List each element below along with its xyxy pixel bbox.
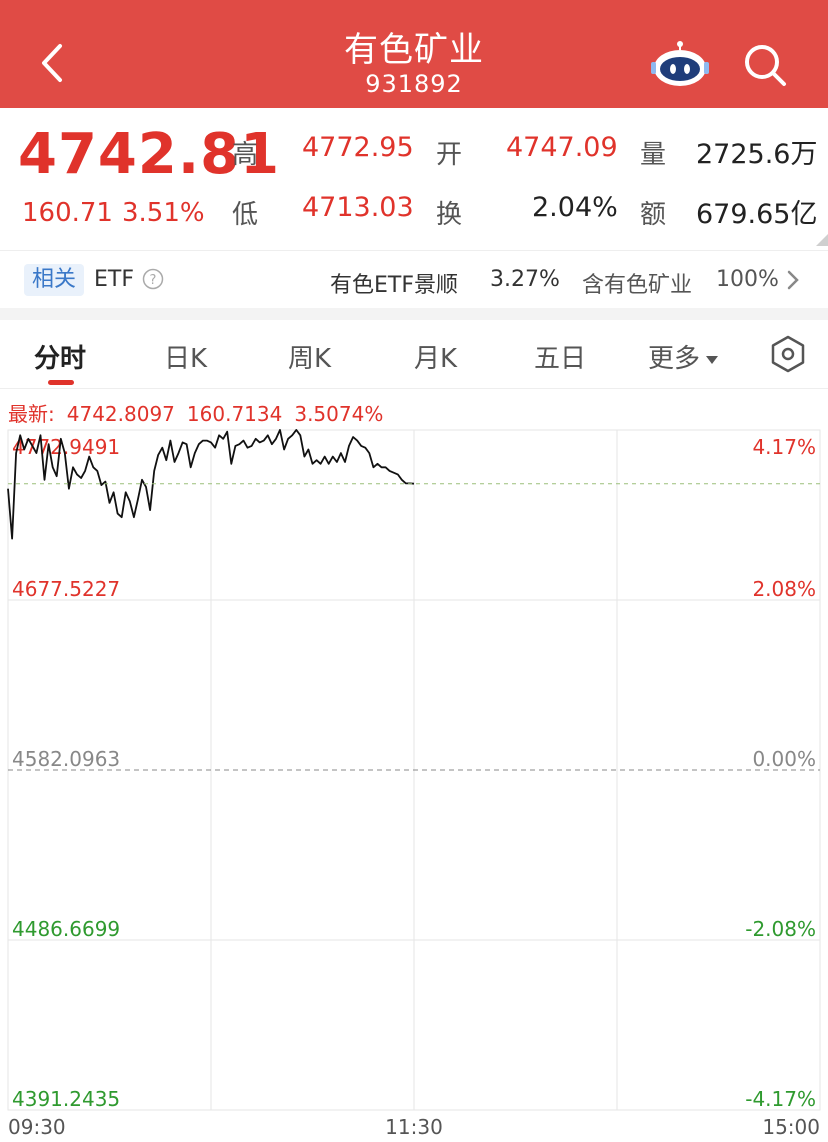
holding-pct: 100% — [716, 267, 779, 292]
section-divider — [0, 308, 828, 320]
y-axis-label: 4582.0963 — [12, 747, 120, 771]
tab-more-label: 更多 — [648, 344, 701, 374]
volume-label: 量 — [640, 140, 667, 170]
header-bar: 有色矿业 931892 — [0, 0, 828, 108]
price-series-line — [7, 428, 415, 540]
price-change: 160.71 — [22, 198, 113, 228]
quote-panel: 4742.81 160.71 3.51% 高 4772.95 开 4747.09… — [0, 108, 828, 250]
open-label: 开 — [436, 140, 463, 170]
price-change-pct: 3.51% — [122, 198, 205, 228]
related-etf-row[interactable]: 相关 ETF 有色ETF景顺 3.27% 含有色矿业 100% — [0, 250, 828, 309]
low-value: 4713.03 — [302, 192, 414, 223]
tab-five-day[interactable]: 五日 — [534, 344, 587, 374]
question-circle-icon[interactable]: ? — [142, 268, 164, 290]
current-price: 4742.81 — [18, 122, 281, 187]
latest-change: 160.7134 — [186, 402, 283, 426]
expand-corner-icon[interactable] — [816, 234, 828, 246]
amount-label: 额 — [640, 200, 667, 230]
tab-monthly-k[interactable]: 月K — [414, 344, 458, 374]
x-axis-label: 09:30 — [8, 1115, 66, 1139]
turnover-label: 换 — [436, 200, 463, 230]
search-icon[interactable] — [740, 40, 790, 90]
latest-pct: 3.5074% — [294, 402, 384, 426]
page-title: 有色矿业 — [344, 30, 484, 70]
open-value: 4747.09 — [506, 132, 618, 163]
tab-weekly-k[interactable]: 周K — [288, 344, 332, 374]
high-value: 4772.95 — [302, 132, 414, 163]
etf-label: ETF — [94, 267, 134, 292]
stock-code: 931892 — [365, 70, 463, 98]
y-axis-label: 4677.5227 — [12, 577, 120, 601]
robot-icon[interactable] — [650, 40, 710, 90]
tab-daily-k[interactable]: 日K — [164, 344, 208, 374]
y-axis-label: 4391.2435 — [12, 1087, 120, 1111]
y-axis-label: 4772.9491 — [12, 435, 120, 459]
hexagon-settings-icon[interactable] — [768, 334, 808, 374]
fund-pct: 3.27% — [490, 267, 560, 292]
related-tag: 相关 — [24, 264, 84, 296]
svg-text:?: ? — [150, 273, 157, 288]
high-label: 高 — [232, 140, 259, 170]
y-axis-pct-label: -4.17% — [745, 1087, 816, 1111]
chevron-right-icon[interactable] — [786, 269, 800, 291]
y-axis-label: 4486.6699 — [12, 917, 120, 941]
holding-label: 含有色矿业 — [582, 273, 693, 298]
y-axis-pct-label: 2.08% — [752, 577, 816, 601]
x-axis-label: 11:30 — [385, 1115, 443, 1139]
volume-value: 2725.6万 — [696, 139, 818, 170]
latest-label: 最新: — [8, 402, 55, 426]
fund-name[interactable]: 有色ETF景顺 — [330, 273, 458, 298]
y-axis-pct-label: -2.08% — [745, 917, 816, 941]
chevron-left-icon[interactable] — [30, 38, 80, 88]
low-label: 低 — [232, 200, 259, 230]
tab-more[interactable]: 更多 — [648, 338, 719, 375]
turnover-value: 2.04% — [532, 192, 618, 223]
chart-tabs: 分时 日K 周K 月K 五日 更多 — [0, 320, 828, 389]
active-tab-indicator — [48, 380, 74, 385]
amount-value: 679.65亿 — [696, 199, 818, 230]
latest-price: 4742.8097 — [66, 402, 175, 426]
x-axis-label: 15:00 — [762, 1115, 820, 1139]
y-axis-pct-label: 0.00% — [752, 747, 816, 771]
intraday-chart[interactable]: 4772.9491 4.17% 4677.5227 2.08% 4582.0963 0.0… — [0, 420, 828, 1142]
caret-down-icon — [706, 355, 719, 364]
y-axis-pct-label: 4.17% — [752, 435, 816, 459]
tab-intraday[interactable]: 分时 — [34, 344, 87, 374]
latest-readout: 最新: 4742.8097 160.7134 3.5074% — [8, 398, 395, 427]
